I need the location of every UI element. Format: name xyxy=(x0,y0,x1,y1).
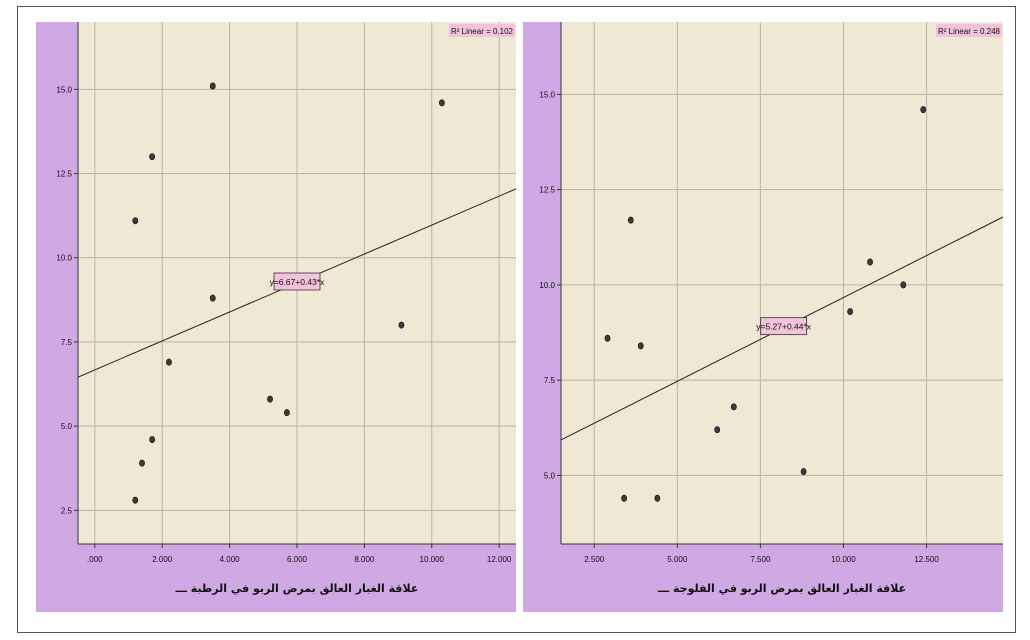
x-tick-label: .000 xyxy=(87,555,103,564)
data-point xyxy=(604,334,611,342)
x-tick-label: 6.000 xyxy=(287,555,308,564)
x-axis-label: علاقة الغبار العالق بمرض الربو في الرطبة… xyxy=(175,582,419,595)
r2-label: R² Linear = 0.248 xyxy=(936,24,1002,37)
scatter-chart-right: 2.500 5.000 7.500 10.000 12.500 5.0 7.5 10.0 12.… xyxy=(539,22,1003,595)
y-tick-label: 10.0 xyxy=(56,254,72,263)
data-point xyxy=(800,468,807,476)
data-point xyxy=(654,494,661,502)
y-tick-label: 7.5 xyxy=(61,338,73,347)
equation-text: y=6.67+0.43*x xyxy=(270,277,326,287)
x-tick-label: 5.000 xyxy=(667,555,688,564)
data-point xyxy=(209,294,216,302)
x-tick-label: 2.500 xyxy=(584,555,605,564)
data-points xyxy=(132,82,445,504)
equation-label: y=5.27+0.44*x xyxy=(756,317,812,336)
data-point xyxy=(398,321,405,329)
r2-box xyxy=(936,24,1002,37)
data-point xyxy=(847,308,854,316)
data-point xyxy=(283,409,290,417)
gridlines xyxy=(78,22,516,544)
data-point xyxy=(209,82,216,90)
x-tick-label: 10.000 xyxy=(831,555,856,564)
data-point xyxy=(714,426,721,434)
data-point xyxy=(132,217,139,225)
data-point xyxy=(438,99,445,107)
x-tick-label: 12.500 xyxy=(914,555,939,564)
y-tick-label: 12.5 xyxy=(539,186,555,195)
data-point xyxy=(637,342,644,350)
x-tick-label: 10.000 xyxy=(420,555,445,564)
x-tick-label: 7.500 xyxy=(750,555,771,564)
scatter-chart-left: .000 2.000 4.000 6.000 8.000 10.000 12.000 2.5 5… xyxy=(56,22,516,595)
r2-text: R² Linear = 0.102 xyxy=(451,27,514,36)
y-tick-label: 2.5 xyxy=(61,506,73,515)
r2-box xyxy=(449,24,515,37)
data-point xyxy=(267,395,273,403)
y-tick-label: 15.0 xyxy=(539,90,555,99)
equation-label: y=6.67+0.43*x xyxy=(270,272,326,291)
data-point xyxy=(621,494,628,502)
x-tick-label: 2.000 xyxy=(152,555,173,564)
x-tick-label: 8.000 xyxy=(354,555,375,564)
y-tick-label: 5.0 xyxy=(544,471,556,480)
chart-panel-left: .000 2.000 4.000 6.000 8.000 10.000 12.000 2.5 5… xyxy=(36,22,516,612)
data-point xyxy=(920,106,927,114)
data-point xyxy=(149,436,156,444)
r2-label: R² Linear = 0.102 xyxy=(449,24,515,37)
y-tick-label: 12.5 xyxy=(56,170,72,179)
y-tick-label: 15.0 xyxy=(56,85,72,94)
plot-area xyxy=(561,22,1003,544)
x-tick-label: 4.000 xyxy=(220,555,241,564)
y-tick-label: 7.5 xyxy=(544,376,556,385)
data-point xyxy=(132,496,139,504)
data-point xyxy=(900,281,907,289)
equation-text: y=5.27+0.44*x xyxy=(756,322,812,332)
y-tick-label: 10.0 xyxy=(539,281,555,290)
equation-box xyxy=(273,272,321,291)
r2-text: R² Linear = 0.248 xyxy=(938,27,1001,36)
equation-box xyxy=(760,317,808,336)
data-point xyxy=(867,258,873,266)
data-points xyxy=(604,106,927,502)
gridlines xyxy=(561,22,1003,544)
y-tick-label: 5.0 xyxy=(61,422,73,431)
data-point xyxy=(166,358,172,366)
x-tick-label: 12.000 xyxy=(487,555,512,564)
x-axis-label: علاقة الغبار العالق بمرض الربو في الفلوج… xyxy=(657,582,906,595)
data-point xyxy=(627,216,634,224)
data-point xyxy=(139,459,145,467)
data-point xyxy=(149,153,156,161)
data-point xyxy=(730,403,737,411)
chart-panel-right: 2.500 5.000 7.500 10.000 12.500 5.0 7.5 10.0 12.… xyxy=(523,22,1003,612)
